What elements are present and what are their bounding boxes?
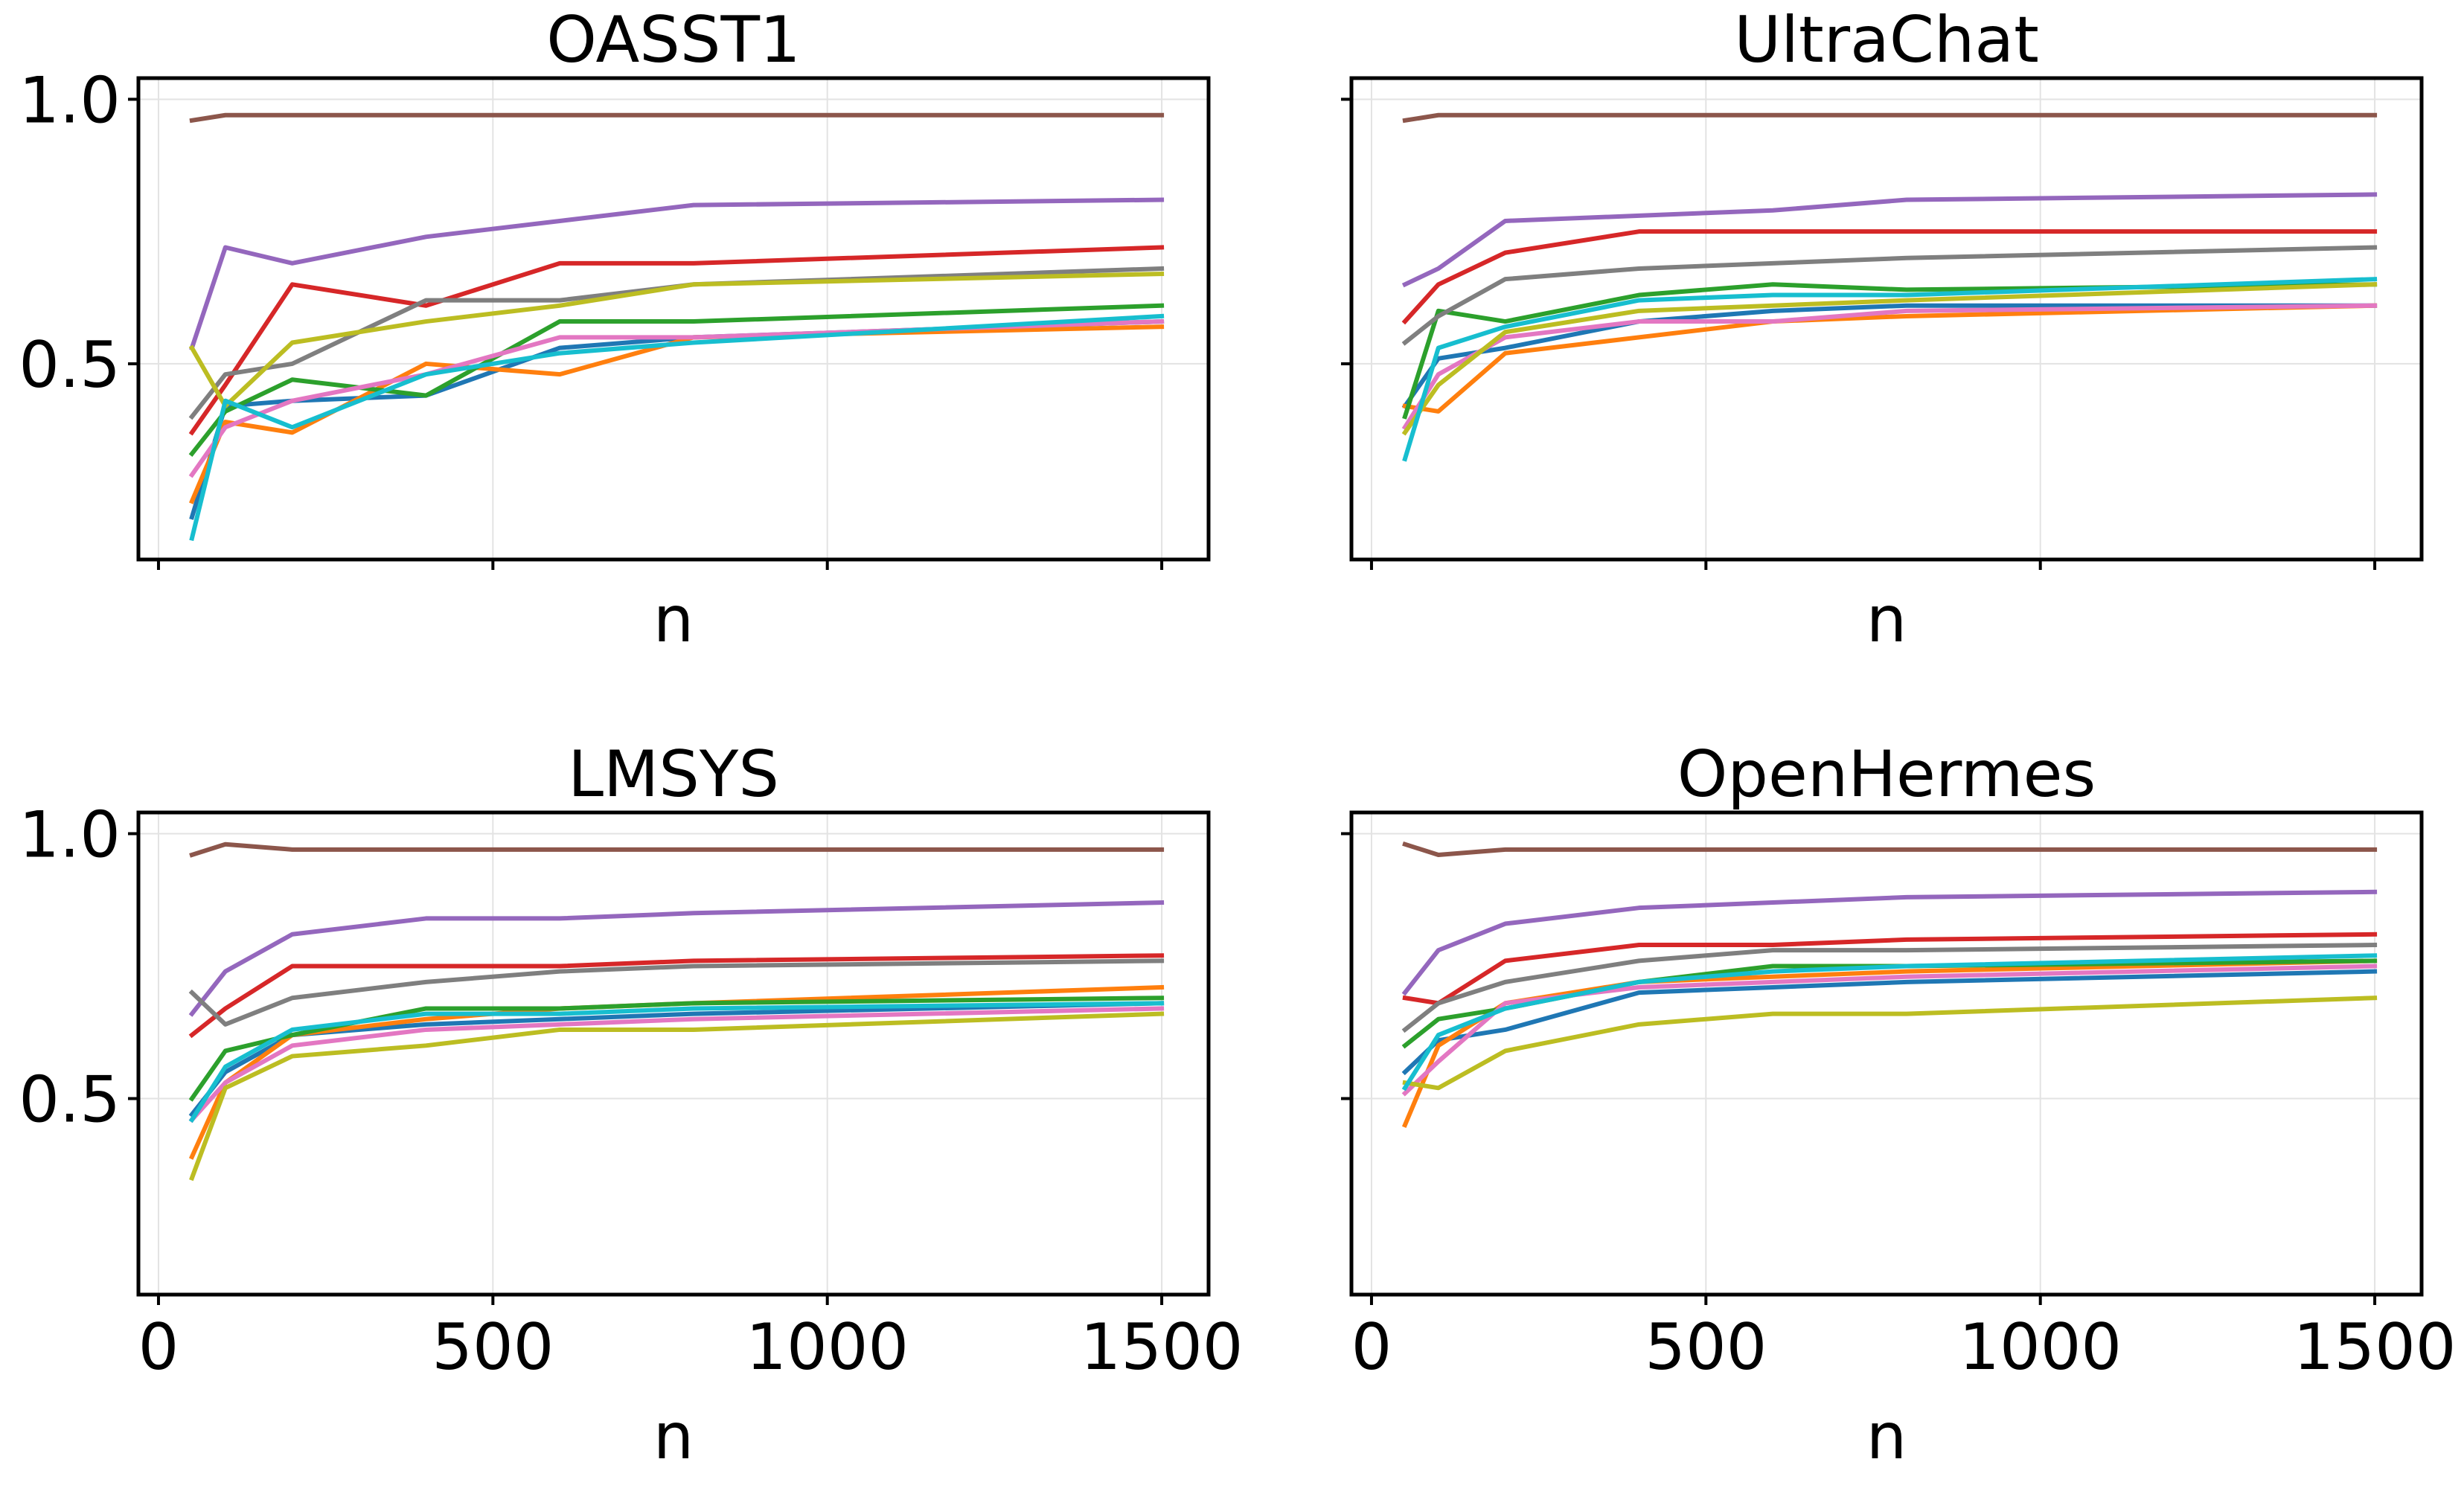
series-line-tab-purple	[1401, 889, 2378, 996]
x-tick-label: 500	[1645, 1310, 1767, 1385]
x-axis-label: n	[1866, 583, 1907, 657]
panel-title: OASST1	[546, 3, 800, 77]
x-tick-label: 1500	[1081, 1310, 1244, 1385]
series-line-tab-blue	[189, 318, 1165, 520]
series-line-tab-brown	[189, 841, 1165, 858]
y-tick-label: 0.5	[19, 1063, 121, 1138]
series-line-tab-cyan	[1402, 277, 2378, 462]
series-line-tab-brown	[189, 112, 1165, 124]
series-line-tab-pink	[1401, 964, 2378, 1097]
series-line-tab-pink	[188, 1006, 1165, 1123]
x-axis-label: n	[653, 1400, 694, 1474]
x-tick-label: 0	[1351, 1310, 1392, 1385]
series-line-tab-cyan	[188, 1001, 1165, 1123]
subplot-2: UltraChat n	[1341, 3, 2424, 657]
panel-title: LMSYS	[568, 737, 779, 812]
y-tick-label: 1.0	[19, 798, 121, 872]
series-line-tab-gray	[1401, 942, 2378, 1033]
x-axis-label: n	[653, 583, 694, 657]
series-line-tab-blue	[1401, 303, 2378, 409]
series-line-tab-cyan	[189, 313, 1165, 542]
x-axis-label: n	[1866, 1400, 1907, 1474]
panel-title: OpenHermes	[1677, 737, 2096, 812]
series-line-tab-olive	[1401, 282, 2378, 436]
x-tick-label: 1500	[2294, 1310, 2457, 1385]
y-tick-label: 0.5	[19, 328, 121, 403]
series-line-tab-orange	[188, 324, 1165, 504]
series-line-tab-purple	[189, 197, 1165, 351]
series-line-tab-purple	[1401, 192, 2378, 288]
series-line-tab-brown	[1402, 841, 2378, 857]
series-line-tab-red	[188, 953, 1165, 1039]
series-line-tab-green	[188, 303, 1165, 458]
series-line-tab-green	[1402, 282, 2378, 420]
series-line-tab-blue	[1401, 969, 2378, 1076]
subplot-4: 0 500 1000 1500 OpenHermes n	[1341, 737, 2457, 1474]
series-line-tab-pink	[1401, 303, 2378, 431]
series-line-tab-red	[188, 245, 1165, 436]
series-line-tab-gray	[188, 958, 1165, 1027]
series-line-tab-purple	[188, 900, 1165, 1017]
series-line-tab-blue	[188, 1001, 1165, 1118]
series-line-tab-red	[1401, 229, 2378, 325]
x-tick-label: 0	[138, 1310, 179, 1385]
panel-title: UltraChat	[1734, 3, 2039, 77]
x-tick-label: 500	[432, 1310, 554, 1385]
axes-frame	[1349, 810, 2424, 1297]
series-line-tab-olive	[189, 1011, 1165, 1182]
axes-frame	[1349, 76, 2424, 562]
series-line-tab-green	[188, 996, 1165, 1102]
axes-frame	[136, 810, 1211, 1297]
y-tick-label: 1.0	[19, 63, 121, 138]
series-line-tab-brown	[1402, 112, 2378, 124]
subplot-1: 0.5 1.0 OASST1 n	[19, 3, 1211, 657]
axes-frame	[136, 76, 1211, 562]
subplot-3: 0 500 1000 1500 0.5 1.0 LMSYS n	[19, 737, 1243, 1474]
series-line-tab-olive	[1402, 996, 2378, 1091]
x-tick-label: 1000	[746, 1310, 909, 1385]
x-tick-label: 1000	[1959, 1310, 2122, 1385]
series-line-tab-gray	[1401, 245, 2378, 346]
series-line-tab-orange	[1402, 303, 2378, 414]
series-line-tab-cyan	[1401, 953, 2378, 1091]
